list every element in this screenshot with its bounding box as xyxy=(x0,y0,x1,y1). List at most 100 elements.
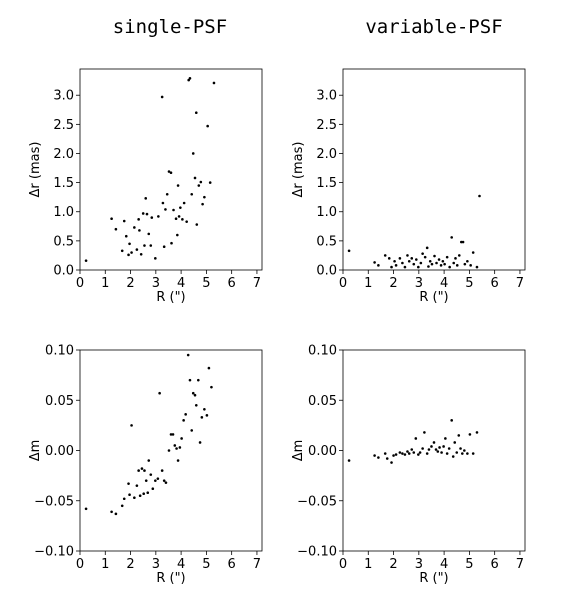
variable-psf-dm-data-point xyxy=(455,451,459,454)
single-psf-dr-x-tick-label: 5 xyxy=(202,276,210,291)
variable-psf-dm-y-axis-label: Δm xyxy=(291,440,306,462)
single-psf-dr-points xyxy=(84,77,216,262)
single-psf-dr-data-point xyxy=(161,201,165,205)
variable-psf-dr-data-point xyxy=(428,259,432,263)
single-psf-dr-data-point xyxy=(145,212,149,216)
variable-psf-dm-data-point xyxy=(438,446,441,449)
variable-psf-dr-data-point xyxy=(394,264,398,267)
single-psf-dm-data-point xyxy=(140,467,144,470)
variable-psf-dm-data-point xyxy=(450,419,453,422)
variable-psf-dr-data-point xyxy=(398,257,402,260)
single-psf-dr-data-point xyxy=(150,216,154,219)
variable-psf-dr-data-point xyxy=(471,251,475,254)
variable-psf-dm-data-point xyxy=(417,453,420,456)
variable-psf-dr-data-point xyxy=(448,265,451,269)
variable-psf-dr-y-tick-label: 2.5 xyxy=(316,118,337,133)
variable-psf-dr-points xyxy=(347,194,481,269)
variable-psf-dr-data-point xyxy=(417,265,420,269)
single-psf-dm-data-point xyxy=(190,429,194,432)
single-psf-dr-data-point xyxy=(199,180,203,184)
single-psf-dm-data-point xyxy=(169,433,173,436)
variable-psf-dm-data-point xyxy=(475,431,479,434)
single-psf-dm-data-point xyxy=(151,487,155,490)
variable-psf-dm-axes-frame xyxy=(342,349,526,552)
single-psf-dr-data-point xyxy=(165,192,169,196)
single-psf-dr-data-point xyxy=(143,244,146,247)
variable-psf-dr-data-point xyxy=(419,261,423,265)
single-psf-dm-data-point xyxy=(210,385,213,389)
single-psf-dr-data-point xyxy=(120,249,124,253)
single-psf-dr-data-point xyxy=(147,232,151,236)
single-psf-dr-data-point xyxy=(193,176,197,180)
variable-psf-dr-data-point xyxy=(452,261,456,265)
single-psf-dm-data-point xyxy=(114,512,118,516)
variable-psf-dm-x-tick-label: 3 xyxy=(415,557,423,572)
panel-single-psf-dr: 0 1 2 3 4 5 6 7 0.0 0.5 1.0 1.5 2.0 2.5 3.0 R (") Δr (ma… xyxy=(28,68,263,305)
variable-psf-dr-data-point xyxy=(450,236,453,239)
single-psf-dm-data-point xyxy=(154,479,157,482)
single-psf-dr-data-point xyxy=(149,244,153,247)
variable-psf-dm-data-point xyxy=(466,452,469,455)
single-psf-dr-y-tick-label: 0.5 xyxy=(53,234,74,249)
variable-psf-dr-y-axis-label: Δr (mas) xyxy=(291,142,306,198)
single-psf-dr-data-point xyxy=(157,215,160,218)
variable-psf-dr-data-point xyxy=(454,257,457,260)
variable-psf-dm-data-point xyxy=(442,445,445,448)
variable-psf-dm-data-point xyxy=(468,433,472,436)
single-psf-dm-data-point xyxy=(84,507,88,511)
single-psf-dm-y-tick-label: 0.05 xyxy=(45,394,74,409)
single-psf-dm-data-point xyxy=(122,497,126,501)
single-psf-dr-data-point xyxy=(130,251,133,254)
variable-psf-dm-x-tick-label: 5 xyxy=(465,557,473,572)
variable-psf-dm-y-tick-label: −0.05 xyxy=(297,494,337,509)
variable-psf-dm-data-point xyxy=(430,445,433,448)
variable-psf-dr-data-point xyxy=(377,264,380,267)
variable-psf-dr-y-tick-label: 0.0 xyxy=(316,264,337,279)
single-psf-dr-data-point xyxy=(197,184,201,187)
single-psf-dr-y-axis-label: Δr (mas) xyxy=(28,142,43,198)
variable-psf-dr-data-point xyxy=(441,259,445,263)
variable-psf-dr-data-point xyxy=(469,264,472,267)
variable-psf-dm-data-point xyxy=(373,454,376,457)
single-psf-dm-data-point xyxy=(127,482,130,485)
variable-psf-dr-data-point xyxy=(466,259,469,263)
single-psf-dm-y-tick-label: 0.00 xyxy=(45,444,74,459)
single-psf-dm-data-point xyxy=(147,459,151,462)
single-psf-dr-y-tick-label: 2.5 xyxy=(53,118,74,133)
variable-psf-dr-x-tick-label: 6 xyxy=(491,276,499,291)
variable-psf-dr-x-tick-label: 3 xyxy=(415,276,423,291)
single-psf-dm-data-point xyxy=(205,414,209,417)
single-psf-dm-data-point xyxy=(133,496,136,500)
single-psf-dm-data-point xyxy=(194,403,198,407)
single-psf-dr-data-point xyxy=(208,181,212,184)
single-psf-dm-data-point xyxy=(178,446,182,449)
single-psf-dm-data-point xyxy=(191,391,195,395)
variable-psf-dr-x-tick-label: 0 xyxy=(339,276,347,291)
single-psf-dr-x-tick-label: 2 xyxy=(126,276,134,291)
single-psf-dm-data-point xyxy=(130,424,133,427)
variable-psf-dm-data-point xyxy=(434,448,438,451)
variable-psf-dr-y-tick-label: 2.0 xyxy=(316,147,337,162)
variable-psf-dm-x-tick-label: 6 xyxy=(491,557,499,572)
variable-psf-dr-x-tick-label: 1 xyxy=(364,276,372,291)
variable-psf-dm-data-point xyxy=(451,455,455,458)
single-psf-dm-y-tick-label: −0.10 xyxy=(34,545,74,560)
variable-psf-dr-data-point xyxy=(401,261,404,265)
variable-psf-dr-data-point xyxy=(373,261,376,264)
variable-psf-dm-data-point xyxy=(347,459,351,462)
single-psf-dr-data-point xyxy=(128,242,131,246)
single-psf-dm-x-tick-label: 7 xyxy=(253,557,261,572)
single-psf-dm-data-point xyxy=(180,437,183,440)
single-psf-dr-data-point xyxy=(114,227,118,231)
variable-psf-dm-data-point xyxy=(447,447,451,450)
variable-psf-dr-x-tick-label: 5 xyxy=(465,276,473,291)
column-title-variable-psf: variable-PSF xyxy=(365,16,502,38)
single-psf-dm-data-point xyxy=(188,378,192,382)
variable-psf-dr-data-point xyxy=(433,254,436,258)
single-psf-dm-data-point xyxy=(158,391,161,395)
single-psf-dr-data-point xyxy=(177,215,181,218)
panel-single-psf-dm: 0 1 2 3 4 5 6 7 −0.10 −0.05 0.00 0.05 0.10 R (") Δm xyxy=(28,344,263,586)
single-psf-dm-data-point xyxy=(200,416,204,419)
variable-psf-dr-data-point xyxy=(410,257,414,260)
variable-psf-dm-data-point xyxy=(392,454,395,457)
